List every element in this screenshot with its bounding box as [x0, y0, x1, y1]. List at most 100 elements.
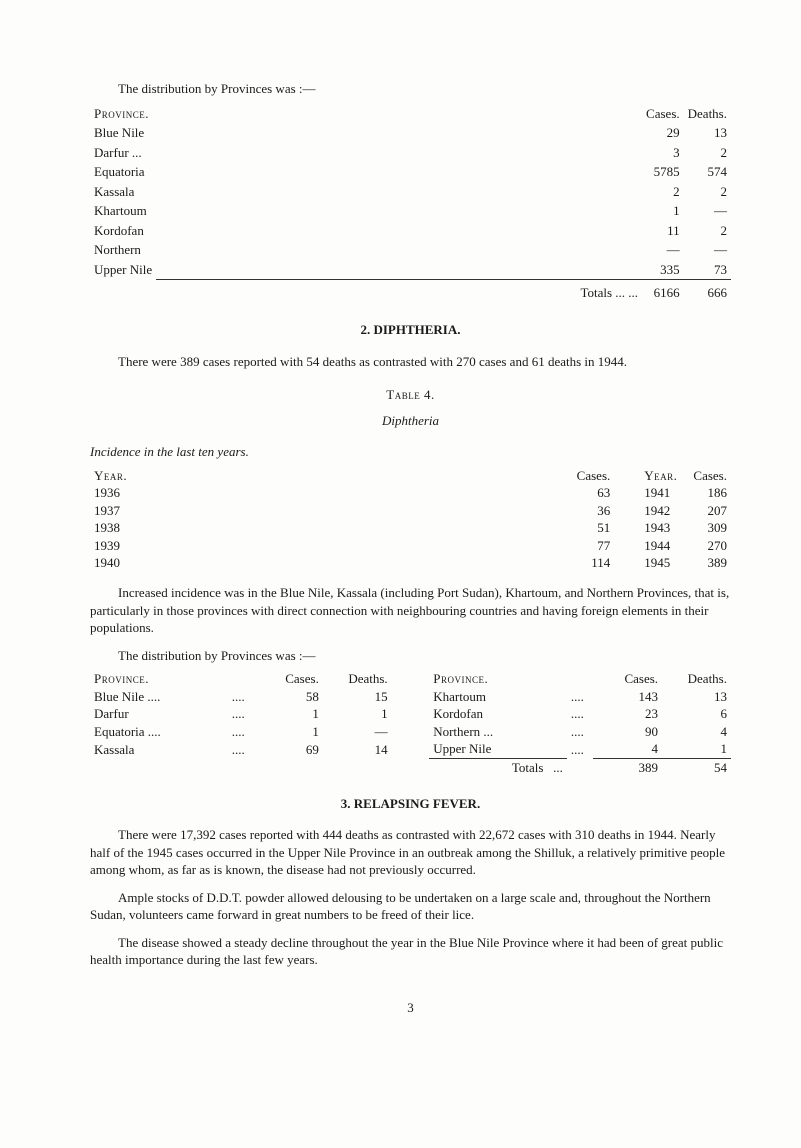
province-name: Northern [90, 240, 156, 260]
cases-heading-left-2: Cases. [254, 670, 323, 688]
leader-dots [156, 260, 642, 280]
leader-dots [156, 240, 642, 260]
leader-dots [131, 519, 573, 537]
province-name: Upper Nile [429, 740, 567, 758]
leader-dots: .... [567, 740, 593, 758]
deaths-value: 13 [684, 123, 731, 143]
year-value: 1941 [614, 484, 681, 502]
deaths-heading-right-2: Deaths. [662, 670, 731, 688]
table-row: Blue Nile ........5815Khartoum....14313 [90, 688, 731, 706]
intro-line: The distribution by Provinces was :— [90, 80, 731, 98]
leader-dots [131, 554, 573, 572]
leader-dots [681, 484, 689, 502]
table-row: 1937 361942 207 [90, 502, 731, 520]
cases-value: 143 [593, 688, 662, 706]
cases-value: 207 [689, 502, 731, 520]
table-row: 1936631941186 [90, 484, 731, 502]
year-heading-right: Year. [614, 467, 681, 485]
table-row: Khartoum1— [90, 201, 731, 221]
table-row: Kordofan 112 [90, 221, 731, 241]
cases-value: 1 [254, 705, 323, 723]
province-name: Equatoria [90, 162, 156, 182]
cases-heading: Cases. [642, 104, 684, 124]
table-row: Kassala....6914Upper Nile....41 [90, 740, 731, 758]
year-value: 1937 [90, 502, 131, 520]
year-value: 1938 [90, 519, 131, 537]
table-row: Equatoria5785574 [90, 162, 731, 182]
province-name: Kordofan [429, 705, 567, 723]
cases-value: 3 [642, 143, 684, 163]
cases-value: 114 [573, 554, 615, 572]
cases-value: 1 [254, 723, 323, 741]
year-value: 1943 [614, 519, 681, 537]
table-row: Darfur....11Kordofan....236 [90, 705, 731, 723]
cases-value: 309 [689, 519, 731, 537]
section-3-paragraph-3: The disease showed a steady decline thro… [90, 934, 731, 969]
cases-value: 270 [689, 537, 731, 555]
leader-dots [681, 519, 689, 537]
deaths-heading: Deaths. [684, 104, 731, 124]
year-value: 1944 [614, 537, 681, 555]
t5-totals-label: Totals ... [429, 758, 567, 776]
section-2-heading: 2. DIPHTHERIA. [90, 321, 731, 339]
page-number: 3 [90, 999, 731, 1017]
leader-dots [131, 537, 573, 555]
province-name: Equatoria .... [90, 723, 228, 741]
deaths-value: 73 [684, 260, 731, 280]
table-row: 1938 511943 309 [90, 519, 731, 537]
leader-dots: .... [228, 740, 254, 758]
deaths-value: 6 [662, 705, 731, 723]
increased-incidence-paragraph: Increased incidence was in the Blue Nile… [90, 584, 731, 637]
leader-dots [131, 502, 573, 520]
leader-dots [156, 143, 642, 163]
cases-value: 4 [593, 740, 662, 758]
leader-dots: .... [567, 705, 593, 723]
leader-dots: .... [228, 688, 254, 706]
province-heading-left: Province. [90, 670, 228, 688]
province-name: Northern ... [429, 723, 567, 741]
table-row: Kassala22 [90, 182, 731, 202]
cases-value: — [642, 240, 684, 260]
cases-value: 69 [254, 740, 323, 758]
cases-heading-right: Cases. [689, 467, 731, 485]
deaths-value: 574 [684, 162, 731, 182]
deaths-value: 15 [323, 688, 392, 706]
cases-value: 335 [642, 260, 684, 280]
deaths-value: — [684, 240, 731, 260]
province-name: Darfur [90, 705, 228, 723]
cases-heading-right-2: Cases. [593, 670, 662, 688]
t5-totals-deaths: 54 [662, 758, 731, 776]
leader-dots [131, 484, 573, 502]
cases-value: 11 [642, 221, 684, 241]
year-heading-left: Year. [90, 467, 131, 485]
table-row: Equatoria ........1—Northern .......904 [90, 723, 731, 741]
table-row: Northern —— [90, 240, 731, 260]
section-3-paragraph-1: There were 17,392 cases reported with 44… [90, 826, 731, 879]
province-name: Kordofan [90, 221, 156, 241]
leader-dots [681, 554, 689, 572]
deaths-value: 2 [684, 182, 731, 202]
table-row: 19401141945389 [90, 554, 731, 572]
deaths-heading-left-2: Deaths. [323, 670, 392, 688]
year-value: 1939 [90, 537, 131, 555]
year-value: 1940 [90, 554, 131, 572]
cases-value: 63 [573, 484, 615, 502]
deaths-value: — [323, 723, 392, 741]
province-name: Darfur ... [90, 143, 156, 163]
section-2-paragraph: There were 389 cases reported with 54 de… [90, 353, 731, 371]
year-value: 1942 [614, 502, 681, 520]
deaths-value: 13 [662, 688, 731, 706]
leader-dots: .... [228, 705, 254, 723]
cases-value: 51 [573, 519, 615, 537]
leader-dots [156, 221, 642, 241]
province-heading: Province. [90, 104, 156, 124]
t5-totals-cases: 389 [593, 758, 662, 776]
cases-value: 36 [573, 502, 615, 520]
deaths-value: 2 [684, 221, 731, 241]
leader-dots: .... [228, 723, 254, 741]
leader-dots [681, 537, 689, 555]
section-3-heading: 3. RELAPSING FEVER. [90, 795, 731, 813]
cases-value: 90 [593, 723, 662, 741]
leader-dots [156, 201, 642, 221]
province-name: Kassala [90, 182, 156, 202]
